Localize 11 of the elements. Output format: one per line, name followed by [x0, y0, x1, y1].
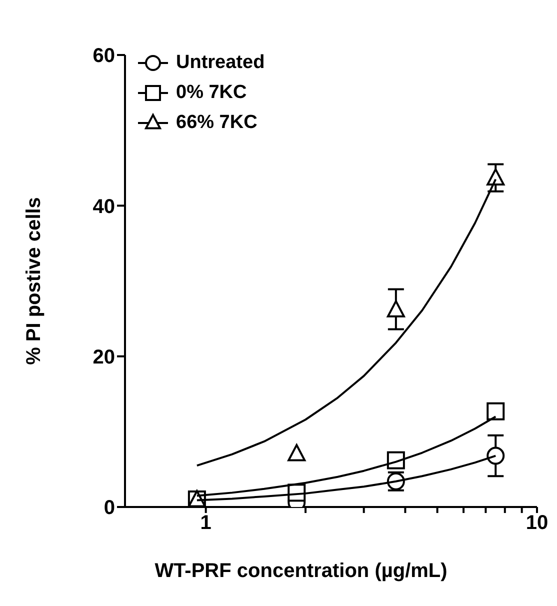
y-tick-label: 60	[92, 45, 115, 68]
legend-label: 0% 7KC	[176, 82, 247, 104]
legend-label: 66% 7KC	[176, 112, 258, 134]
y-axis-title: % PI postive cells	[23, 197, 46, 365]
x-axis-title: WT-PRF concentration (µg/mL)	[154, 560, 448, 582]
y-tick-label: 0	[104, 497, 115, 520]
y-tick-label: 20	[92, 346, 115, 368]
legend-label: Untreated	[176, 52, 265, 74]
x-tick-label: 1	[200, 512, 212, 534]
y-tick-label: 40	[92, 196, 115, 218]
x-tick-label: 10	[526, 512, 548, 534]
